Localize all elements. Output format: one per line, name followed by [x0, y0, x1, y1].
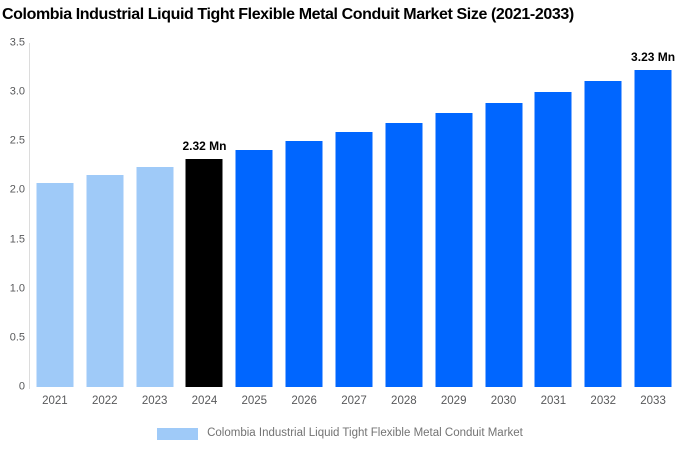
bar-2029[interactable] [435, 112, 473, 387]
x-tick-label-2025: 2025 [241, 395, 268, 407]
y-tick-label: 1.5 [9, 233, 25, 246]
x-tick-label-2027: 2027 [341, 395, 367, 407]
bar-slot-2024: 2.32 Mn 2024 [180, 43, 230, 407]
chart-title: Colombia Industrial Liquid Tight Flexibl… [2, 6, 574, 23]
bar-slot-2027: 2027 [329, 43, 379, 407]
bar-2032[interactable] [584, 81, 622, 387]
x-tick-label-2029: 2029 [440, 395, 467, 407]
x-tick-label-2030: 2030 [490, 395, 517, 407]
x-tick-label-2033: 2033 [640, 395, 666, 407]
bar-slot-2032: 2032 [578, 43, 628, 407]
x-tick-label-2021: 2021 [42, 395, 68, 407]
bar-2023[interactable] [136, 166, 174, 387]
x-tick-label-2032: 2032 [590, 395, 617, 407]
y-tick-label: 2.5 [9, 134, 25, 147]
bar-2022[interactable] [86, 174, 124, 387]
bar-2030[interactable] [485, 102, 523, 387]
legend[interactable]: Colombia Industrial Liquid Tight Flexibl… [0, 425, 680, 443]
bar-slot-2028: 2028 [379, 43, 429, 407]
legend-swatch-icon [157, 428, 199, 440]
y-tick-label: 0.5 [9, 331, 25, 344]
value-label-2033: 3.23 Mn [631, 49, 676, 64]
x-tick-label-2028: 2028 [391, 395, 417, 407]
bar-slot-2031: 2031 [528, 43, 578, 407]
bar-2021[interactable] [36, 182, 74, 387]
x-tick-label-2022: 2022 [91, 395, 118, 407]
bar-2031[interactable] [534, 92, 572, 387]
y-axis-line [29, 43, 30, 389]
bar-2033[interactable] [634, 69, 672, 387]
bar-slot-2030: 2030 [479, 43, 529, 407]
bar-slot-2021: 2021 [30, 43, 80, 407]
y-tick-label: 0 [18, 380, 25, 393]
legend-label: Colombia Industrial Liquid Tight Flexibl… [207, 427, 523, 440]
bar-slot-2033: 3.23 Mn 2033 [628, 43, 678, 407]
y-tick-label: 2.0 [9, 183, 25, 196]
bar-2024[interactable] [185, 158, 223, 387]
x-tick-label-2024: 2024 [191, 395, 218, 407]
bar-slot-2029: 2029 [429, 43, 479, 407]
x-tick-label-2023: 2023 [141, 395, 168, 407]
value-label-2024: 2.32 Mn [182, 138, 227, 153]
bar-slot-2022: 2022 [80, 43, 130, 407]
bar-slot-2025: 2025 [229, 43, 279, 407]
y-tick-label: 3.0 [9, 85, 25, 98]
bar-2027[interactable] [335, 132, 373, 387]
y-tick-label: 1.0 [9, 282, 25, 295]
x-tick-label-2031: 2031 [540, 395, 567, 407]
bar-slot-2026: 2026 [279, 43, 329, 407]
bar-2026[interactable] [285, 141, 323, 387]
y-tick-label: 3.5 [9, 36, 25, 49]
bar-slot-2023: 2023 [130, 43, 180, 407]
bar-2025[interactable] [235, 150, 273, 387]
bar-2028[interactable] [385, 122, 423, 387]
x-tick-label-2026: 2026 [291, 395, 317, 407]
